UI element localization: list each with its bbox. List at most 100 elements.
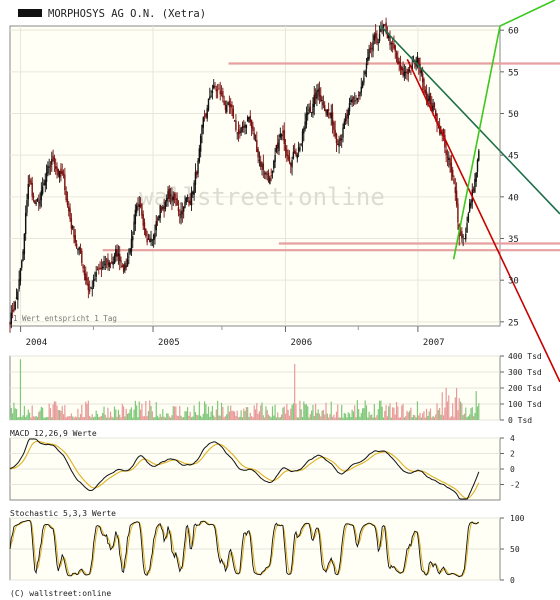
price-candle-body	[322, 102, 325, 106]
price-candle-body	[86, 277, 88, 285]
price-candle-body	[226, 105, 228, 113]
volume-bar	[436, 403, 438, 420]
price-candle-body	[135, 205, 138, 213]
volume-bar	[334, 417, 336, 420]
price-candle-body	[55, 166, 57, 169]
price-candle-body	[361, 82, 364, 88]
volume-bar	[121, 403, 123, 420]
price-candle-body	[210, 95, 212, 97]
volume-bar	[381, 406, 383, 420]
volume-bar	[14, 408, 16, 420]
price-candle-body	[24, 212, 27, 235]
volume-bar	[162, 409, 164, 420]
price-candle-body	[245, 124, 248, 128]
trend-line	[452, 25, 501, 260]
price-candle-body	[307, 112, 309, 115]
price-candle-body	[292, 151, 295, 159]
price-candle-body	[359, 92, 361, 96]
price-candle-body	[68, 206, 70, 212]
volume-bar	[278, 417, 280, 420]
macd-tick-label: 2	[510, 450, 515, 459]
price-candle-body	[132, 236, 134, 241]
volume-bar	[369, 415, 372, 420]
volume-bar	[394, 414, 396, 420]
volume-bar	[437, 410, 439, 420]
volume-bar	[350, 417, 352, 420]
price-candle-body	[305, 114, 308, 125]
price-candle-body	[274, 155, 276, 162]
volume-bar	[454, 397, 456, 420]
volume-bar	[355, 417, 357, 420]
price-candle-body	[411, 64, 413, 71]
price-candle-body	[133, 221, 135, 235]
trend-lines	[380, 0, 560, 383]
volume-bar	[228, 411, 230, 420]
price-candle-body	[115, 249, 117, 257]
price-candle-body	[99, 267, 101, 270]
volume-bar	[427, 416, 429, 420]
volume-bar	[380, 400, 382, 420]
price-candle-body	[271, 170, 274, 174]
volume-bar	[17, 417, 19, 420]
price-candle-body	[32, 196, 35, 198]
volume-bar	[117, 409, 119, 420]
volume-bar	[281, 414, 283, 420]
price-candle-body	[429, 93, 432, 104]
price-candle-body	[31, 182, 33, 197]
price-candle-body	[151, 239, 154, 241]
volume-bar	[324, 414, 326, 420]
price-candle-body	[423, 79, 425, 91]
price-candle-body	[235, 120, 237, 131]
price-candle-body	[237, 129, 240, 135]
price-candle-body	[378, 33, 381, 42]
price-candle-body	[158, 215, 160, 221]
price-candle-body	[149, 238, 151, 243]
volume-bar	[403, 417, 405, 420]
volume-bar	[47, 416, 49, 420]
volume-bar	[62, 414, 65, 420]
volume-bar	[196, 414, 198, 420]
macd-line	[9, 438, 480, 500]
volume-bar	[197, 415, 199, 420]
volume-bar	[261, 402, 263, 420]
volume-bar	[329, 414, 331, 420]
volume-bar	[55, 401, 57, 420]
volume-bar	[286, 403, 288, 420]
volume-bar	[82, 416, 84, 420]
price-candle-body	[163, 205, 165, 212]
price-candle-body	[193, 182, 195, 195]
volume-bar	[141, 403, 143, 420]
price-candle-body	[337, 143, 339, 145]
volume-bar	[397, 406, 399, 420]
price-candle-body	[152, 234, 155, 241]
price-candle-body	[472, 188, 475, 191]
volume-bar	[77, 408, 79, 420]
volume-bar	[254, 409, 257, 420]
price-candle-body	[246, 117, 249, 122]
volume-bar	[92, 417, 95, 420]
price-candle-body	[160, 207, 163, 210]
price-candle-body	[192, 191, 194, 195]
volume-bar	[222, 406, 224, 420]
volume-bar	[354, 405, 356, 420]
volume-bar	[247, 407, 249, 420]
chart-subtitle: 1 Wert entspricht 1 Tag	[13, 314, 117, 323]
price-candle-body	[92, 279, 95, 287]
volume-bar	[432, 416, 434, 420]
legend-swatch	[18, 9, 42, 17]
volume-bar	[262, 415, 264, 420]
volume-bar	[395, 401, 398, 420]
price-tick-label: 50	[508, 110, 519, 120]
volume-bar	[209, 416, 211, 420]
volume-bar	[283, 406, 285, 420]
volume-bar	[57, 409, 59, 420]
volume-bar	[312, 404, 314, 420]
price-candle-body	[128, 256, 130, 258]
volume-bar	[134, 400, 136, 420]
price-candle-body	[388, 34, 390, 39]
price-candle-body	[354, 100, 356, 102]
volume-bar	[244, 410, 246, 420]
price-candle-body	[129, 248, 131, 254]
price-candle-body	[177, 207, 180, 212]
